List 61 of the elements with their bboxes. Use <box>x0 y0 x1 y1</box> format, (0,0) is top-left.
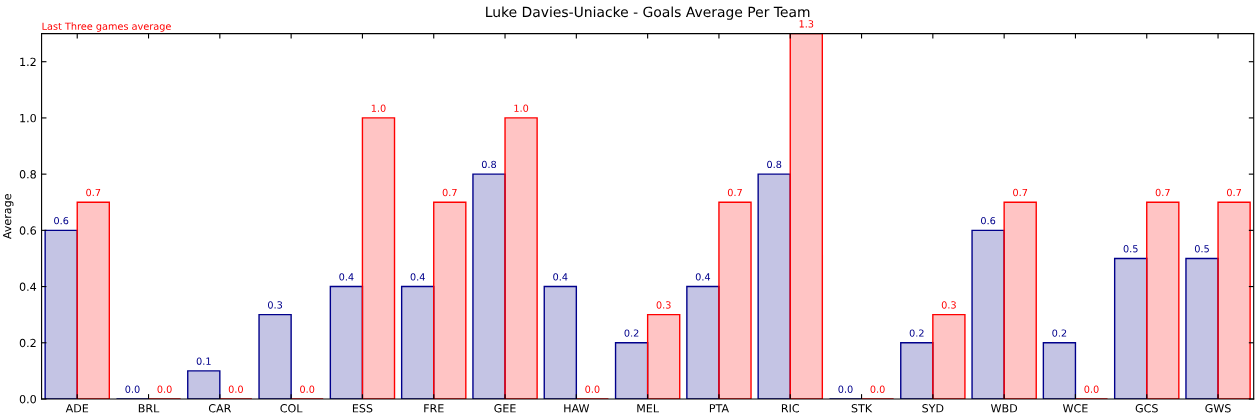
x-tick-label: GCS <box>1135 404 1158 413</box>
x-tick-label: ESS <box>352 404 373 413</box>
data-label: 0.7 <box>727 188 742 197</box>
x-tick-label: GWS <box>1205 404 1231 413</box>
data-label: 0.3 <box>656 301 671 309</box>
data-label: 0.5 <box>1123 245 1138 253</box>
data-label: 0.7 <box>86 188 101 197</box>
y-tick-label: 0.0 <box>19 394 36 404</box>
data-label: 1.3 <box>799 20 814 28</box>
data-label: 0.6 <box>54 216 69 225</box>
x-tick-label: GEE <box>494 404 516 413</box>
x-tick-label: COL <box>280 404 303 413</box>
x-tick-label: BRL <box>138 404 160 413</box>
y-tick-label: 1.0 <box>20 113 36 123</box>
data-label: 0.0 <box>125 385 140 393</box>
y-tick-label: 0.6 <box>19 226 37 235</box>
data-label: 0.7 <box>1155 188 1170 197</box>
chart-title: Luke Davies-Uniacke - Goals Average Per Team <box>486 6 810 20</box>
data-label: 1.0 <box>371 104 386 112</box>
data-label: 0.4 <box>695 273 711 281</box>
text: Last Three games average <box>42 22 171 32</box>
y-tick-label: 0.8 <box>19 170 36 179</box>
data-label: 0.0 <box>300 385 315 393</box>
data-label: 0.7 <box>1013 188 1028 197</box>
x-tick-label: FRE <box>424 404 444 413</box>
y-tick-label: 0.2 <box>19 338 36 348</box>
data-label: 0.0 <box>1084 385 1099 393</box>
x-tick-label: RIC <box>781 404 800 413</box>
data-label: 0.4 <box>553 273 568 281</box>
x-tick-label: CAR <box>208 404 232 413</box>
data-label: 0.0 <box>228 385 243 393</box>
data-label: 0.3 <box>941 301 956 309</box>
x-tick-label: HAW <box>564 404 590 413</box>
data-label: 0.6 <box>981 216 996 225</box>
data-label: 0.4 <box>410 273 425 281</box>
data-label: 0.0 <box>838 385 853 393</box>
data-label: 0.1 <box>196 357 211 365</box>
data-label: 0.7 <box>442 188 457 197</box>
data-label: 0.0 <box>157 385 172 393</box>
x-tick-label: PTA <box>709 404 729 413</box>
y-tick-label: 1.2 <box>20 57 36 66</box>
x-tick-label: SYD <box>922 404 944 413</box>
data-label: 0.8 <box>481 160 497 169</box>
data-label: 0.2 <box>1052 329 1067 337</box>
y-tick-label: 0.4 <box>19 282 37 291</box>
data-label: 0.2 <box>624 329 639 337</box>
data-label: 0.0 <box>870 385 885 393</box>
data-label: 0.3 <box>268 301 283 309</box>
data-label: 0.4 <box>339 273 354 281</box>
data-label: 1.0 <box>514 104 529 112</box>
data-label: 0.5 <box>1194 245 1209 253</box>
data-label: 0.2 <box>909 329 924 337</box>
data-label: 0.7 <box>1227 188 1241 197</box>
x-tick-label: WBD <box>990 404 1018 413</box>
y-axis-title: Average <box>3 194 14 240</box>
x-tick-label: WCE <box>1062 404 1088 413</box>
x-tick-label: ADE <box>65 404 89 413</box>
x-tick-label: MEL <box>637 404 659 413</box>
data-label: 0.8 <box>767 160 782 169</box>
x-tick-label: STK <box>851 404 873 413</box>
data-label: 0.0 <box>585 385 600 393</box>
